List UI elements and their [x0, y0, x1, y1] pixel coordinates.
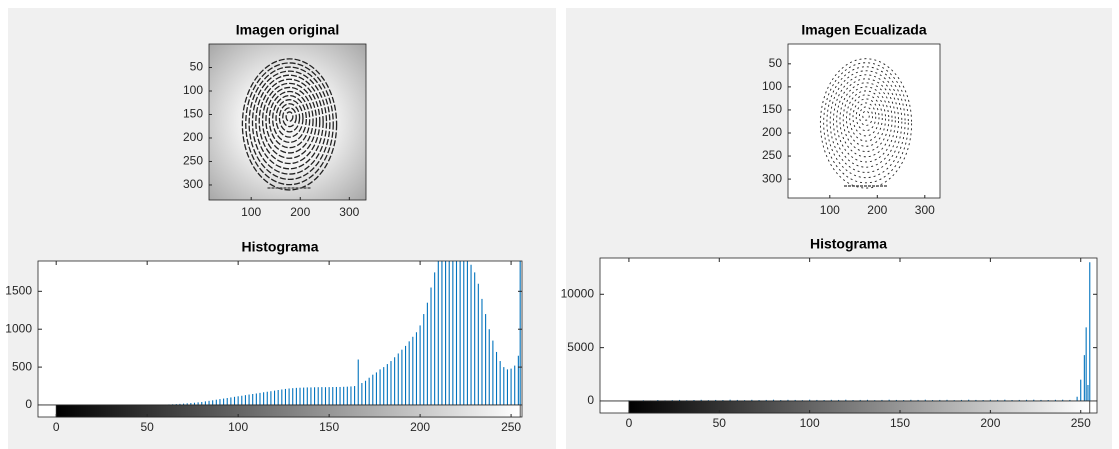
y-tick-label: 5000: [567, 340, 594, 354]
x-tick-label: 100: [820, 203, 840, 217]
y-tick-label: 200: [183, 130, 203, 144]
x-tick-label: 0: [626, 416, 633, 430]
x-tick-label: 100: [241, 205, 261, 219]
chart-title: Imagen original: [236, 22, 339, 38]
x-tick-label: 0: [53, 420, 60, 434]
x-tick-label: 50: [140, 420, 154, 434]
y-tick-label: 250: [762, 148, 782, 162]
y-tick-label: 50: [190, 60, 204, 74]
chart-title: Histograma: [241, 239, 318, 255]
x-tick-label: 100: [800, 416, 820, 430]
colorbar: [629, 401, 1090, 413]
y-tick-label: 300: [762, 171, 782, 185]
page: Imagen original 100 200 300 50 100 150 200 250 30…: [0, 0, 1119, 449]
x-tick-label: 300: [915, 203, 935, 217]
y-tick-label: 100: [762, 79, 782, 93]
x-tick-label: 100: [228, 420, 248, 434]
chart-title: Histograma: [810, 236, 887, 252]
colorbar: [56, 405, 520, 417]
y-tick-label: 500: [12, 359, 32, 373]
y-tick-label: 1000: [5, 321, 32, 335]
y-tick-label: 0: [587, 393, 594, 407]
x-tick-label: 50: [713, 416, 727, 430]
y-tick-label: 10000: [561, 286, 595, 300]
chart-title: Imagen Ecualizada: [801, 22, 926, 38]
y-tick-label: 300: [183, 177, 203, 191]
x-tick-label: 150: [890, 416, 910, 430]
x-tick-label: 200: [410, 420, 430, 434]
y-tick-label: 50: [769, 56, 783, 70]
figure: Imagen original 100 200 300 50 100 150 200 250 30…: [0, 0, 1119, 449]
x-tick-label: 300: [339, 205, 359, 219]
y-tick-label: 100: [183, 83, 203, 97]
x-tick-label: 150: [319, 420, 339, 434]
y-tick-label: 200: [762, 125, 782, 139]
y-tick-label: 150: [183, 107, 203, 121]
y-tick-label: 0: [25, 397, 32, 411]
image: [788, 44, 940, 198]
x-tick-label: 200: [867, 203, 887, 217]
y-tick-label: 250: [183, 154, 203, 168]
x-tick-label: 200: [980, 416, 1000, 430]
x-tick-label: 250: [1071, 416, 1091, 430]
x-tick-label: 250: [501, 420, 521, 434]
y-tick-label: 1500: [5, 283, 32, 297]
x-tick-label: 200: [290, 205, 310, 219]
y-tick-label: 150: [762, 102, 782, 116]
plot-area: [600, 258, 1097, 401]
image: [209, 44, 366, 200]
